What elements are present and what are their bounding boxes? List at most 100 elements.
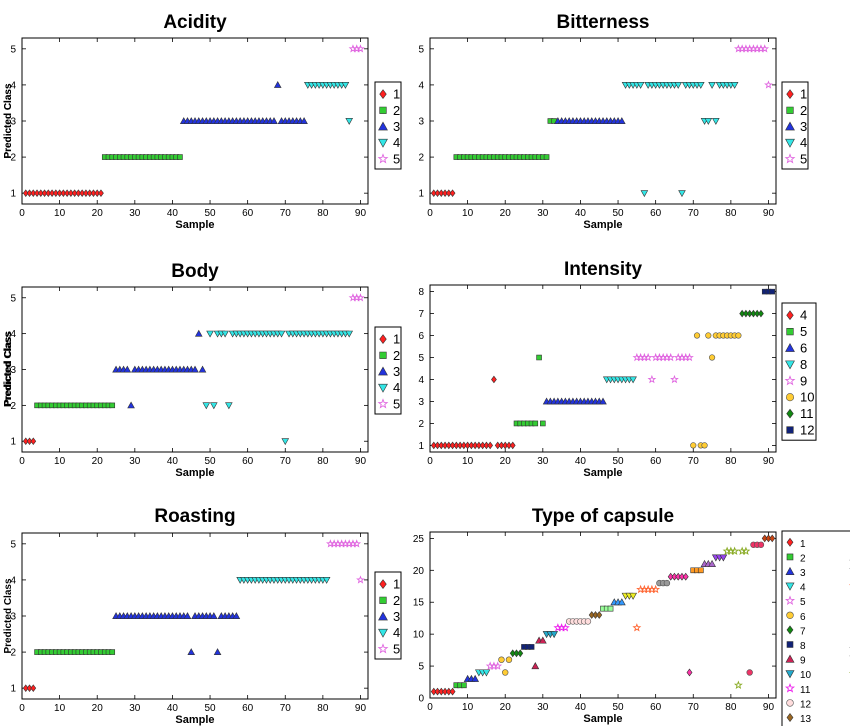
series-25 <box>761 534 776 543</box>
legend-label: 3 <box>393 609 400 624</box>
data-point <box>690 442 697 449</box>
data-point <box>49 189 55 197</box>
y-tick-label: 4 <box>418 375 424 386</box>
legend-label: 1 <box>800 87 807 102</box>
data-point <box>438 441 445 450</box>
data-point <box>41 189 48 197</box>
legend-item-2: 2 <box>786 553 806 564</box>
data-point <box>494 441 501 450</box>
data-point <box>449 687 456 696</box>
legend-item-4: 4 <box>785 583 806 594</box>
x-tick-label: 50 <box>204 703 216 714</box>
series-4 <box>202 330 354 446</box>
series-8 <box>602 376 637 384</box>
legend-item-12: 12 <box>786 423 814 438</box>
x-tick-label: 20 <box>500 702 512 713</box>
legend-box <box>781 302 817 441</box>
chart-title: Roasting <box>154 506 235 527</box>
legend-item-4: 4 <box>378 135 400 150</box>
legend-label: 3 <box>800 119 807 134</box>
y-tick-label: 2 <box>10 401 16 412</box>
series-18 <box>656 579 671 587</box>
x-axis-label: Sample <box>583 713 622 725</box>
data-point <box>449 441 456 450</box>
data-point <box>540 420 546 427</box>
data-point <box>746 309 753 318</box>
x-axis: 0 10 20 30 40 50 60 70 80 90 <box>427 38 774 219</box>
legend-marker <box>379 106 387 114</box>
data-point <box>769 534 776 543</box>
data-point <box>479 441 486 450</box>
data-point <box>209 612 218 619</box>
y-tick-label: 6 <box>418 331 424 342</box>
data-point <box>98 189 104 197</box>
data-point <box>476 441 482 450</box>
data-point <box>629 376 637 384</box>
legend-label: 4 <box>800 308 807 323</box>
data-point <box>696 81 705 89</box>
data-point <box>743 309 749 318</box>
x-tick-label: 90 <box>763 208 775 219</box>
y-tick-label: 1 <box>418 189 424 200</box>
y-tick-label: 4 <box>10 575 16 586</box>
series-4 <box>236 576 331 584</box>
legend-item-11: 11 <box>786 406 814 421</box>
legend-label: 8 <box>800 641 806 652</box>
legend-label: 6 <box>800 612 806 623</box>
data-point <box>123 365 132 373</box>
x-tick-label: 10 <box>54 208 66 219</box>
legend-marker <box>786 89 794 99</box>
data-point <box>607 605 614 612</box>
x-tick-label: 10 <box>462 702 474 713</box>
data-point <box>617 598 626 606</box>
x-tick-label: 70 <box>688 456 700 467</box>
series-12 <box>761 288 776 295</box>
legend-item-3: 3 <box>378 364 400 379</box>
data-point <box>322 576 331 584</box>
data-point <box>22 437 29 446</box>
data-point <box>30 684 37 692</box>
legend-item-10: 10 <box>785 670 812 681</box>
x-tick-label: 60 <box>650 456 662 467</box>
x-axis-label: Sample <box>583 467 622 479</box>
legend-item-9: 9 <box>784 373 807 388</box>
data-point <box>345 330 354 338</box>
data-point <box>719 554 728 562</box>
legend-label: 4 <box>393 135 400 150</box>
series-2 <box>453 118 557 160</box>
data-point <box>52 189 59 197</box>
legend-marker <box>378 138 388 148</box>
series-3 <box>112 329 207 409</box>
data-point <box>502 669 509 676</box>
legend-item-2: 2 <box>379 348 400 363</box>
legend-marker <box>786 408 794 419</box>
y-tick-label: 4 <box>10 80 16 91</box>
data-point <box>22 189 29 197</box>
data-point <box>45 189 52 197</box>
legend-marker <box>785 566 795 575</box>
legend-label: 9 <box>800 656 806 667</box>
x-tick-label: 20 <box>92 208 104 219</box>
data-point <box>26 437 33 446</box>
series-17 <box>632 584 661 632</box>
data-point <box>493 661 503 670</box>
data-point <box>674 81 683 89</box>
data-point <box>22 684 29 692</box>
data-point <box>183 612 192 619</box>
legend-item-8: 8 <box>785 357 807 372</box>
data-point <box>273 80 282 88</box>
data-point <box>769 288 776 295</box>
data-point <box>528 644 535 650</box>
data-point <box>632 623 642 632</box>
legend-item-3: 3 <box>378 119 400 134</box>
x-tick-label: 80 <box>725 208 737 219</box>
legend-label: 13 <box>800 714 812 725</box>
x-tick-label: 40 <box>575 702 587 713</box>
series-20 <box>690 567 704 574</box>
x-tick-label: 70 <box>280 208 292 219</box>
data-point <box>599 397 607 405</box>
legend-label: 12 <box>800 423 814 438</box>
